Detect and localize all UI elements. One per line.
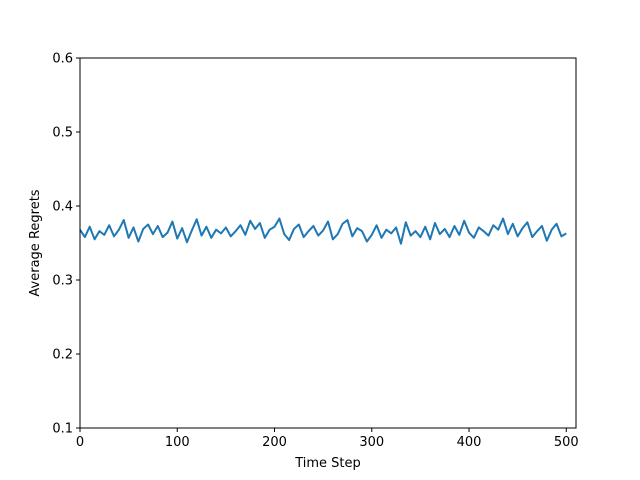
x-tick-label: 100 xyxy=(165,435,190,450)
plot-area xyxy=(80,58,576,428)
x-axis: 0 100 200 300 400 500 xyxy=(76,428,579,450)
y-tick-label: 0.5 xyxy=(52,126,73,141)
x-tick-label: 400 xyxy=(457,435,482,450)
series-layer xyxy=(79,217,567,245)
y-tick-label: 0.1 xyxy=(52,422,73,437)
x-tick-label: 300 xyxy=(359,435,384,450)
x-tick-label: 0 xyxy=(76,435,84,450)
y-tick-label: 0.4 xyxy=(52,200,73,215)
y-tick-label: 0.2 xyxy=(52,348,73,363)
y-axis: 0.1 0.2 0.3 0.4 0.5 0.6 xyxy=(52,52,80,437)
series-line xyxy=(79,217,567,245)
x-tick-label: 500 xyxy=(554,435,579,450)
y-tick-label: 0.3 xyxy=(52,274,73,289)
y-axis-label: Average Regrets xyxy=(28,189,43,296)
y-tick-label: 0.6 xyxy=(52,52,73,67)
plot-frame xyxy=(79,57,577,429)
x-axis-label: Time Step xyxy=(294,456,361,471)
x-tick-label: 200 xyxy=(262,435,287,450)
